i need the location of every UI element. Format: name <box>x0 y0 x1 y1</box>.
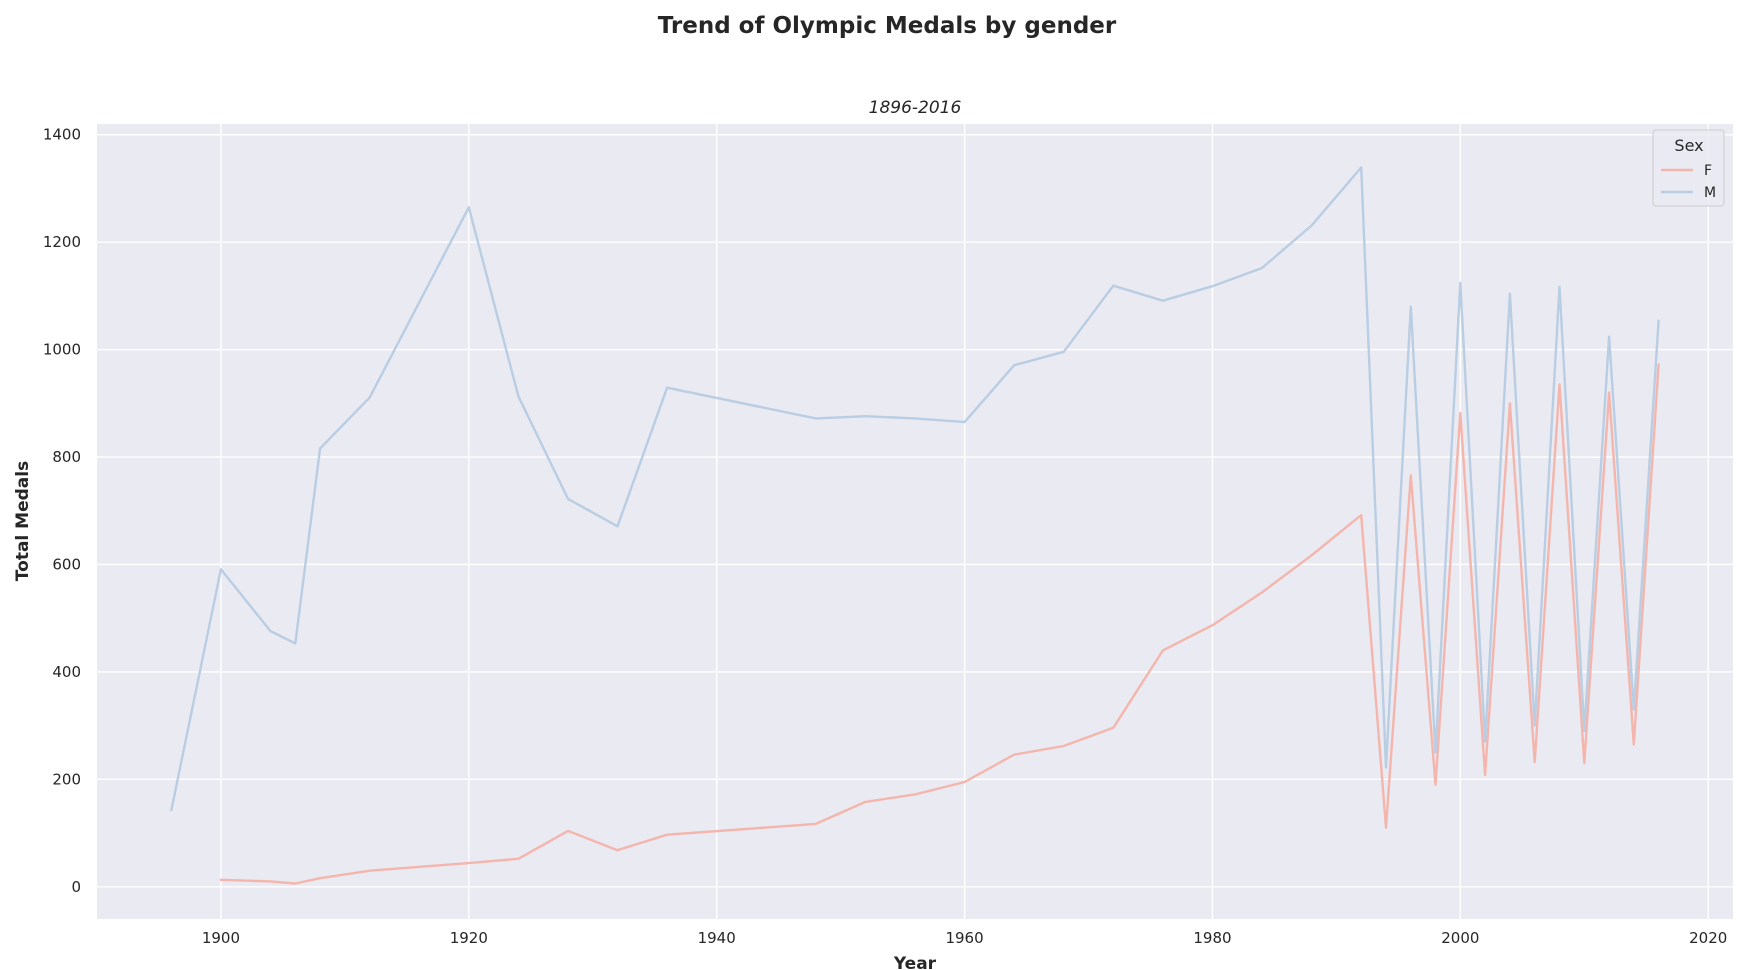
chart-subtitle: 1896-2016 <box>869 98 962 118</box>
y-tick-label: 1400 <box>43 126 81 144</box>
y-tick-label: 1000 <box>43 341 81 359</box>
series-line-f <box>219 363 1660 885</box>
y-axis-label: Total Medals <box>13 461 33 581</box>
y-tick-label: 1200 <box>43 233 81 251</box>
series-lines <box>170 166 1660 885</box>
x-axis-label: Year <box>893 954 937 970</box>
x-tick-label: 1980 <box>1193 929 1231 947</box>
plot-area <box>97 124 1733 919</box>
y-tick-label: 200 <box>52 770 81 788</box>
legend: Sex F M <box>1652 129 1725 207</box>
series-line-m <box>170 166 1660 812</box>
y-tick-label: 0 <box>71 878 81 896</box>
y-tick-labels: 0 200 400 600 800 1000 1200 1400 <box>43 126 81 896</box>
legend-title: Sex <box>1674 136 1703 155</box>
x-gridlines <box>220 124 1709 919</box>
y-tick-label: 600 <box>52 555 81 573</box>
x-tick-label: 1920 <box>450 929 488 947</box>
x-tick-label: 1960 <box>945 929 983 947</box>
legend-label-f: F <box>1704 163 1712 179</box>
x-tick-labels: 1900 1920 1940 1960 1980 2000 2020 <box>202 929 1727 947</box>
y-gridlines <box>97 134 1733 888</box>
x-tick-label: 2020 <box>1689 929 1727 947</box>
chart-title: Trend of Olympic Medals by gender <box>658 13 1117 39</box>
legend-label-m: M <box>1704 185 1716 201</box>
x-tick-label: 2000 <box>1441 929 1479 947</box>
y-tick-label: 400 <box>52 663 81 681</box>
legend-box <box>1652 129 1725 207</box>
x-tick-label: 1900 <box>202 929 240 947</box>
x-tick-label: 1940 <box>698 929 736 947</box>
y-tick-label: 800 <box>52 448 81 466</box>
